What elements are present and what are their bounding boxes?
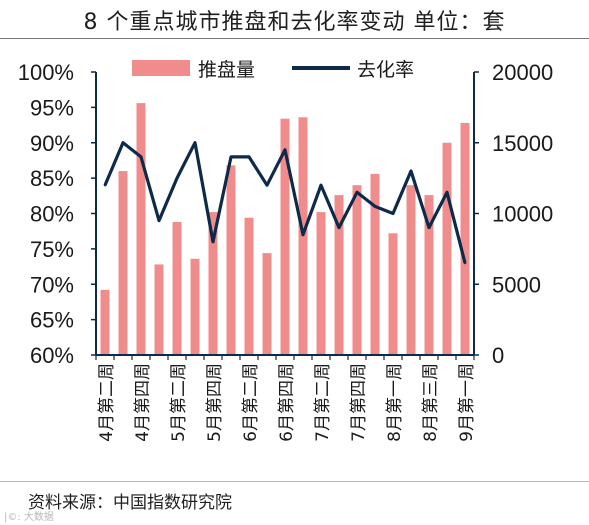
left-tick-label: 65% [30, 308, 74, 333]
right-tick-label: 15000 [492, 131, 553, 156]
x-tick-label: 7月第二周 [313, 363, 333, 442]
x-tick-label: 5月第二周 [169, 363, 189, 442]
x-tick-label: 9月第一周 [457, 363, 477, 442]
left-tick-label: 80% [30, 202, 74, 227]
line-point [103, 184, 107, 187]
line-point [139, 155, 143, 159]
line-series [103, 141, 467, 265]
bar [388, 233, 398, 355]
line-point [211, 240, 215, 243]
bar [208, 212, 218, 355]
x-tick-label: 6月第四周 [277, 363, 297, 442]
footer-divider [0, 481, 589, 482]
line-point [229, 155, 233, 159]
chart-area: 100% 95% 90% 85% 80% 75% 70% 65% 60% 20000 15000 10… [18, 59, 553, 442]
bar [118, 171, 128, 355]
line-point [301, 233, 305, 236]
line-point [463, 261, 467, 265]
bar-series [100, 103, 470, 355]
bar [334, 195, 344, 355]
line-point [175, 176, 179, 180]
axes: 100% 95% 90% 85% 80% 75% 70% 65% 60% 20000 15000 10… [18, 60, 553, 442]
x-tick-label: 4月第二周 [97, 363, 117, 442]
bar [406, 185, 416, 355]
left-tick-label: 70% [30, 272, 74, 297]
right-tick-label: 10000 [492, 202, 553, 227]
right-tick-label: 0 [492, 343, 504, 368]
x-tick-label: 5月第四周 [205, 363, 225, 442]
left-tick-label: 60% [30, 343, 74, 368]
line-point [337, 226, 341, 229]
right-tick-label: 20000 [492, 60, 553, 85]
bar [424, 195, 434, 355]
title-divider [0, 38, 589, 39]
bar [244, 217, 254, 355]
x-tick-label: 8月第三周 [421, 363, 441, 442]
bar [100, 289, 110, 355]
line-point [193, 141, 197, 144]
left-tick-label: 100% [18, 60, 74, 85]
line-point [283, 148, 287, 152]
bar [262, 253, 272, 355]
bar [442, 142, 452, 355]
right-tick-label: 5000 [492, 272, 541, 297]
left-tick-label: 85% [30, 166, 74, 191]
x-tick-label: 6月第二周 [241, 363, 261, 442]
bar [316, 212, 326, 355]
line-point [247, 155, 251, 159]
bar [136, 103, 146, 355]
line-point [391, 212, 395, 215]
left-tick-label: 75% [30, 237, 74, 262]
line-point [121, 141, 125, 144]
left-tick-label: 90% [30, 131, 74, 156]
bar [370, 173, 380, 355]
line-point [427, 226, 431, 229]
left-tick-label: 95% [30, 95, 74, 120]
bar [460, 122, 470, 355]
chart-title: 8 个重点城市推盘和去化率变动 单位：套 [83, 10, 506, 35]
line-point [355, 191, 359, 194]
legend-label-line: 去化率 [357, 59, 414, 81]
x-tick-label: 4月第四周 [133, 363, 153, 442]
watermark: |©: 大数据 [4, 512, 54, 523]
line-point [445, 191, 449, 194]
bar [280, 118, 290, 355]
bar [190, 258, 200, 355]
x-tick-label: 8月第一周 [385, 363, 405, 442]
legend-label-bar: 推盘量 [198, 59, 255, 81]
line-point [157, 219, 161, 222]
bar [352, 185, 362, 355]
line-point [265, 184, 269, 187]
line-point [319, 184, 323, 187]
line-point [409, 169, 413, 173]
line-point [373, 205, 377, 208]
bar [172, 221, 182, 355]
x-tick-label: 7月第四周 [349, 363, 369, 442]
bar [154, 264, 164, 355]
legend-swatch-bar [132, 60, 190, 76]
legend: 推盘量 去化率 [132, 59, 414, 81]
source-note: 资料来源：中国指数研究院 [28, 493, 232, 513]
bar [226, 165, 236, 355]
